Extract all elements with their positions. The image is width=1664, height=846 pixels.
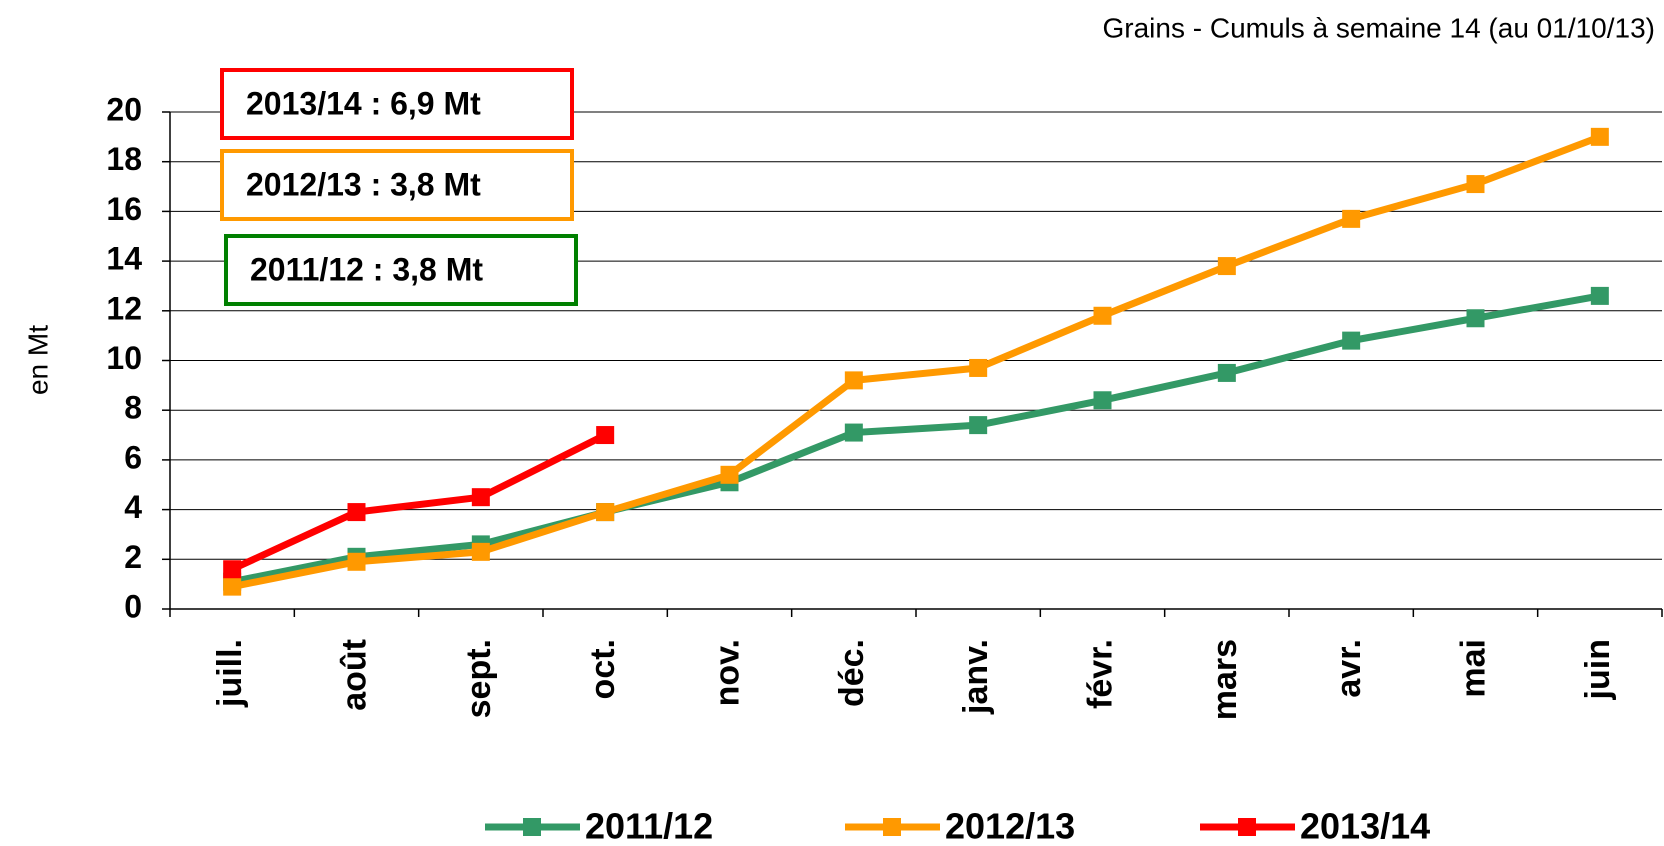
point-marker <box>471 488 490 507</box>
legend-marker <box>1238 818 1256 836</box>
point-marker <box>223 577 242 596</box>
y-axis-label: en Mt <box>22 325 53 395</box>
x-tick-label: juill. <box>211 639 249 708</box>
x-tick-label: avr. <box>1330 639 1368 698</box>
point-marker <box>1093 391 1112 410</box>
y-tick-label: 2 <box>124 539 142 575</box>
y-tick-label: 8 <box>124 390 142 426</box>
x-tick-label: juin <box>1579 639 1617 700</box>
x-tick-label: mars <box>1206 639 1244 720</box>
series-line <box>231 133 1602 591</box>
legend-label: 2012/13 <box>945 806 1075 846</box>
annotation-box <box>224 234 578 306</box>
legend-label: 2011/12 <box>585 806 713 846</box>
point-marker <box>1093 306 1112 325</box>
x-tick-label: févr. <box>1081 639 1119 709</box>
point-marker <box>1217 257 1236 276</box>
annotation-box <box>220 68 574 140</box>
annotation-text: 2011/12 : 3,8 Mt <box>250 251 483 287</box>
y-tick-label: 10 <box>106 340 142 376</box>
annotation-text: 2013/14 : 6,9 Mt <box>246 85 481 121</box>
point-marker <box>596 426 615 445</box>
point-marker <box>1590 286 1609 305</box>
y-tick-label: 18 <box>106 141 142 177</box>
point-marker <box>1466 309 1485 328</box>
y-tick-label: 6 <box>124 439 142 475</box>
point-marker <box>969 416 988 435</box>
y-tick-label: 16 <box>106 191 142 227</box>
annotation-text: 2012/13 : 3,8 Mt <box>246 166 481 202</box>
legend-marker <box>883 818 901 836</box>
point-marker <box>223 560 242 579</box>
x-tick-label: oct. <box>584 639 622 699</box>
chart-title: Grains - Cumuls à semaine 14 (au 01/10/1… <box>1103 12 1656 43</box>
x-tick-label: déc. <box>833 639 871 707</box>
point-marker <box>1466 175 1485 194</box>
point-marker <box>596 503 615 522</box>
point-marker <box>969 358 988 377</box>
x-tick-label: sept. <box>460 639 498 718</box>
y-tick-label: 4 <box>124 489 142 525</box>
annotation-box <box>220 149 574 221</box>
y-tick-label: 12 <box>106 290 142 326</box>
x-tick-label: mai <box>1454 639 1492 698</box>
point-marker <box>471 542 490 561</box>
point-marker <box>1590 127 1609 146</box>
point-marker <box>1342 331 1361 350</box>
y-tick-label: 0 <box>124 588 142 624</box>
point-marker <box>844 423 863 442</box>
point-marker <box>1217 363 1236 382</box>
point-marker <box>720 465 739 484</box>
series-line <box>230 431 607 573</box>
legend-label: 2013/14 <box>1300 806 1430 846</box>
point-marker <box>844 371 863 390</box>
y-tick-label: 20 <box>106 91 142 127</box>
point-marker <box>347 552 366 571</box>
point-marker <box>347 503 366 522</box>
legend-marker <box>523 818 541 836</box>
y-tick-label: 14 <box>106 241 142 277</box>
x-tick-label: août <box>335 639 373 711</box>
x-tick-label: janv. <box>957 639 995 715</box>
series-line <box>231 292 1601 586</box>
point-marker <box>1342 209 1361 228</box>
x-tick-label: nov. <box>708 639 746 706</box>
